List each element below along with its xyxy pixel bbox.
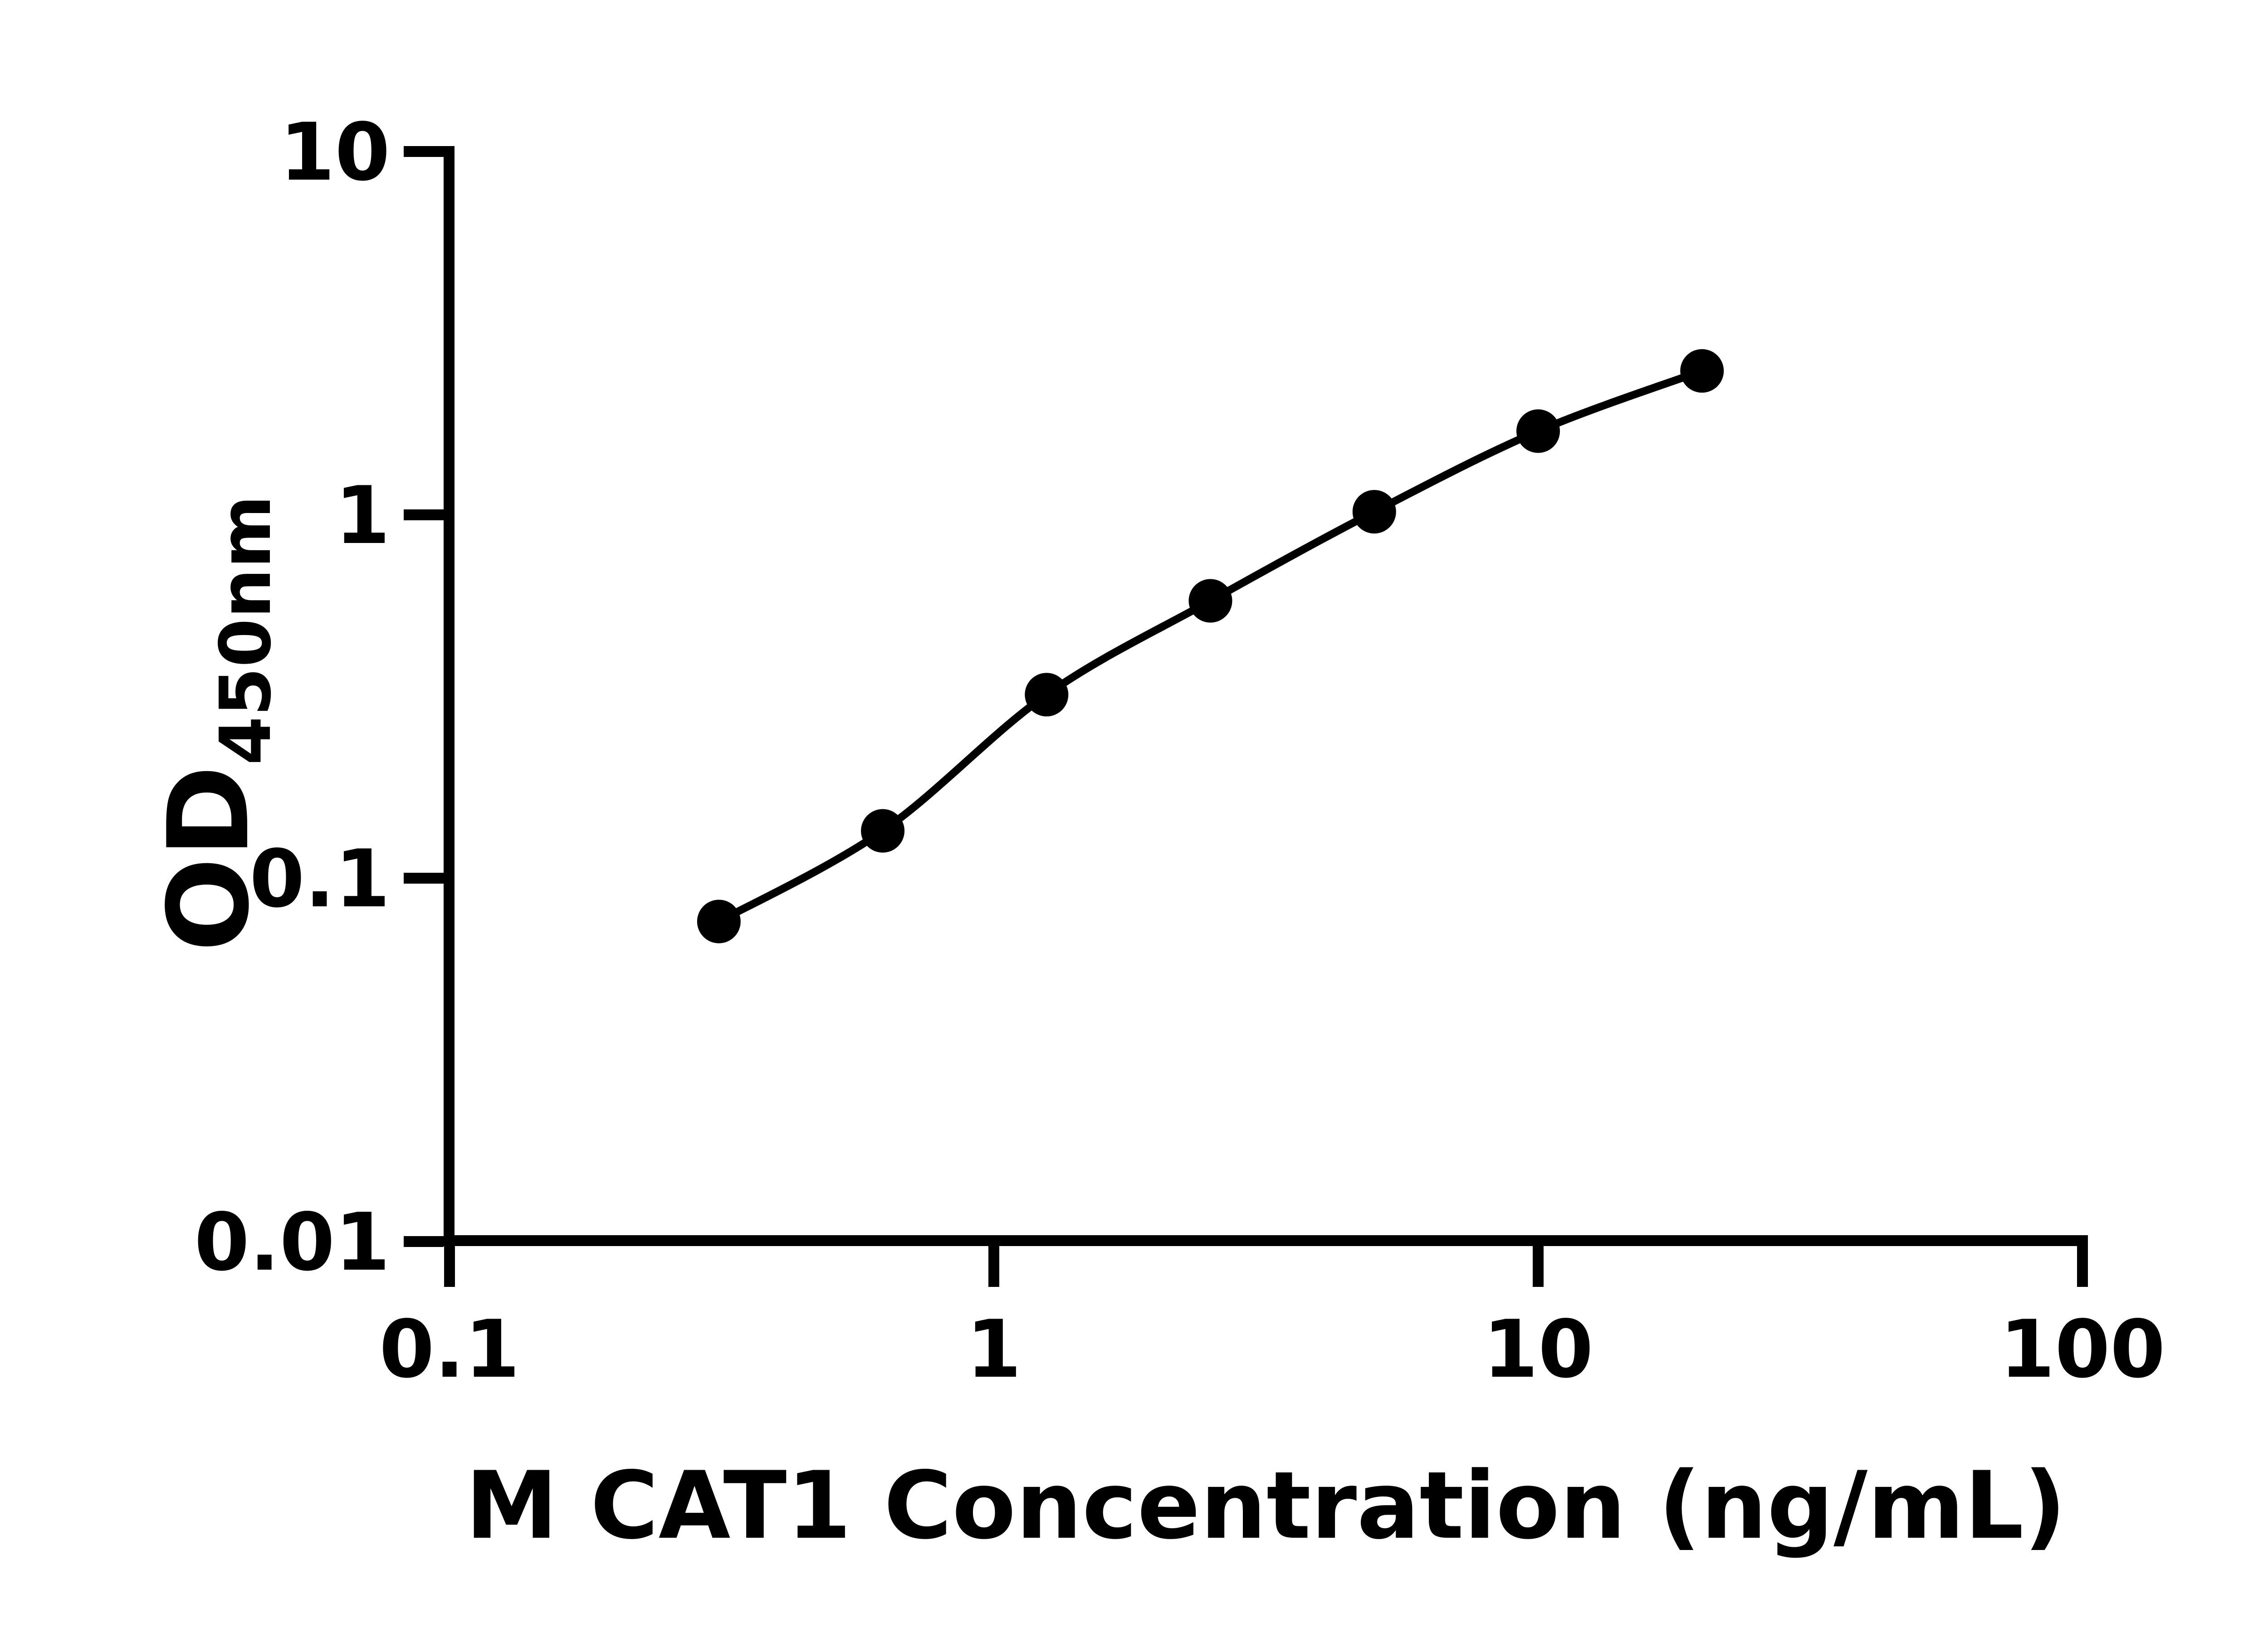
x-axis-ticks xyxy=(444,1246,2088,1287)
data-point xyxy=(861,809,905,853)
x-tick-label: 1 xyxy=(966,1304,1022,1396)
data-point xyxy=(1680,349,1724,393)
x-tick-label: 100 xyxy=(1999,1304,2165,1396)
x-axis-tick-labels: 0.1 1 10 100 xyxy=(379,1304,2165,1396)
data-point xyxy=(1025,673,1069,717)
data-point xyxy=(1188,579,1232,623)
data-point xyxy=(1352,490,1396,534)
data-points xyxy=(697,349,1724,944)
y-tick-label: 1 xyxy=(335,470,390,562)
y-axis-title-main: OD xyxy=(144,765,274,952)
y-tick-label: 10 xyxy=(279,107,390,199)
data-point xyxy=(697,900,741,944)
y-axis-title-subscript: 450nm xyxy=(205,495,287,765)
y-tick-label: 0.1 xyxy=(249,833,390,925)
y-axis-ticks xyxy=(404,146,444,1247)
data-point xyxy=(1516,409,1560,453)
x-axis-title: M CAT1 Concentration (ng/mL) xyxy=(465,1452,2066,1560)
x-tick-label: 10 xyxy=(1483,1304,1593,1396)
y-tick-label: 0.01 xyxy=(194,1197,390,1289)
y-axis-tick-labels: 10 1 0.1 0.01 xyxy=(194,107,390,1289)
x-tick-label: 0.1 xyxy=(379,1304,520,1396)
y-axis-title: OD450nm xyxy=(144,495,287,952)
